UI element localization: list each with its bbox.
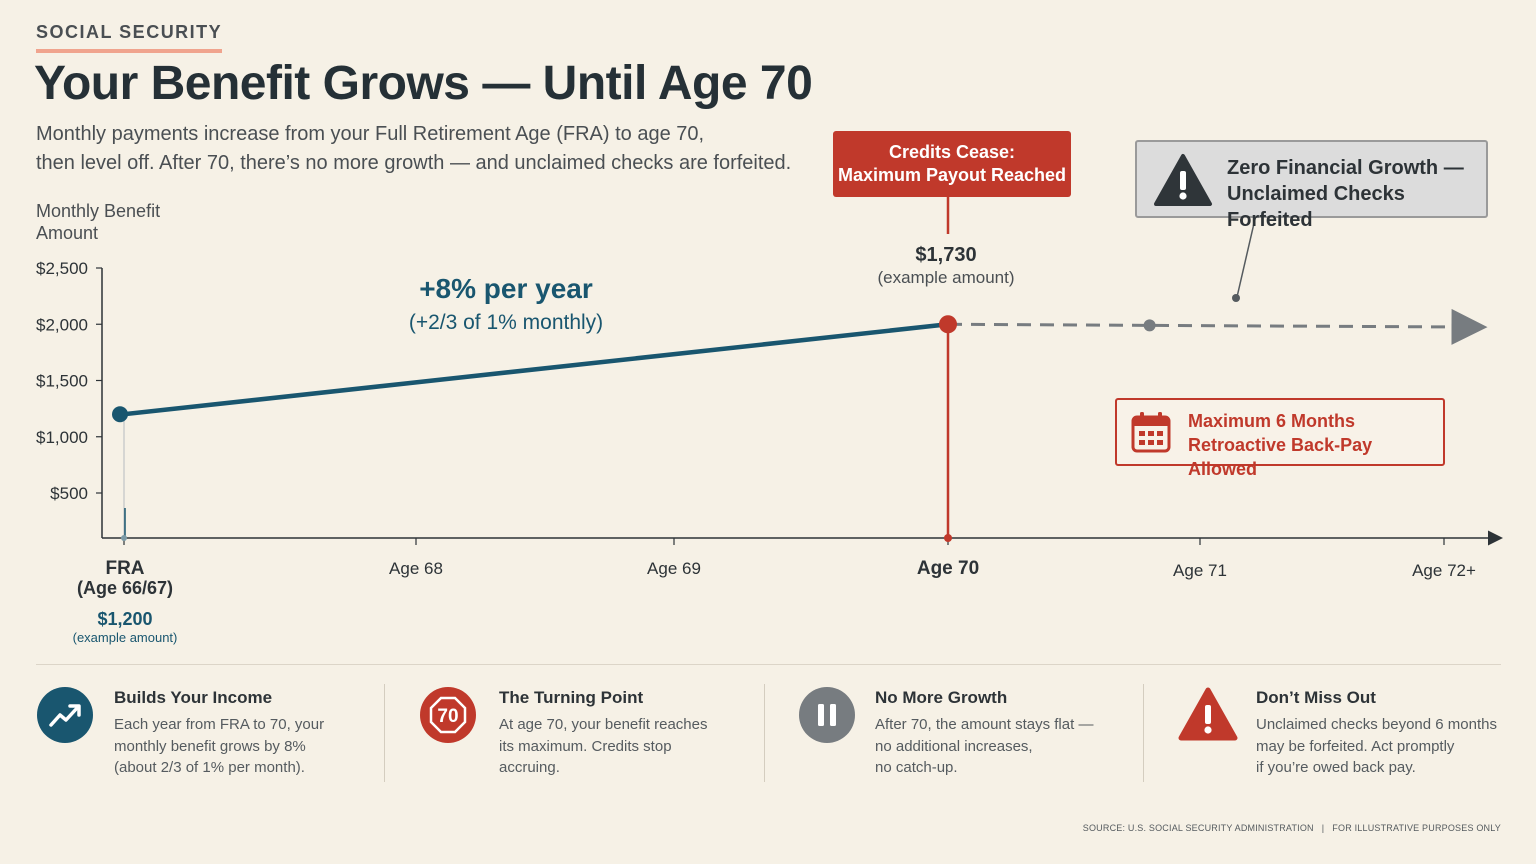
source-note: SOURCE: U.S. SOCIAL SECURITY ADMINISTRAT…: [1083, 823, 1501, 833]
peak-point: [939, 315, 957, 334]
card-body: At age 70, your benefit reaches its maxi…: [499, 714, 707, 779]
x-tick-sublabel: (Age 66/67): [77, 578, 173, 598]
zero-growth-callout: Zero Financial Growth — Unclaimed Checks…: [1135, 140, 1488, 231]
card-builds-income: Builds Your Income Each year from FRA to…: [36, 684, 376, 784]
card-body-line: After 70, the amount stays flat —: [875, 716, 1094, 733]
card-body-line: Unclaimed checks beyond 6 months: [1256, 716, 1497, 733]
pause-icon: [799, 687, 855, 743]
backpay-line-1: Maximum 6 Months: [1188, 411, 1356, 431]
y-tick-label: $1,500: [36, 372, 88, 391]
x-tick-label: Age 68: [389, 559, 443, 578]
page-title: Your Benefit Grows — Until Age 70: [34, 57, 813, 110]
source-separator: |: [1321, 823, 1325, 833]
age-70-axis-dot: [944, 534, 952, 542]
y-tick-label: $2,000: [36, 315, 88, 334]
y-tick-label: $2,500: [36, 259, 88, 278]
card-no-more-growth: No More Growth After 70, the amount stay…: [798, 684, 1138, 784]
card-title: Builds Your Income: [114, 688, 273, 707]
source-text: SOURCE: U.S. SOCIAL SECURITY ADMINISTRAT…: [1082, 823, 1314, 833]
card-body: Each year from FRA to 70, your monthly b…: [114, 714, 324, 779]
card-title: Don’t Miss Out: [1256, 688, 1376, 707]
start-value-label: $1,200: [97, 609, 152, 629]
card-body-line: monthly benefit grows by 8%: [114, 737, 306, 755]
x-tick-label: FRA: [105, 558, 144, 579]
start-value-note: (example amount): [73, 630, 178, 645]
warning-icon: [1178, 687, 1238, 741]
calendar-icon: [1131, 412, 1171, 453]
trend-up-icon: [37, 687, 93, 743]
y-tick-label: $1,000: [36, 428, 88, 447]
credits-cease-callout: Credits Cease: Maximum Payout Reached: [833, 131, 1071, 197]
x-tick-label: Age 69: [647, 559, 701, 578]
warning-icon: [1154, 154, 1212, 206]
benefit-chart: $2,500 $2,000 $1,500 $1,000 $500 FRA(Age 66/6…: [36, 197, 1503, 645]
subtitle-line-2: then level off. After 70, there’s no mor…: [36, 152, 792, 174]
card-separator: [384, 684, 385, 782]
card-body-line: Each year from FRA to 70, your: [114, 716, 325, 733]
chart-axes: [96, 267, 1503, 546]
eyebrow-label: SOCIAL SECURITY: [36, 22, 223, 53]
x-tick-label: Age 72+: [1412, 561, 1476, 580]
x-tick-label: Age 71: [1173, 561, 1227, 580]
x-tick-label: Age 70: [917, 558, 979, 579]
zero-growth-pointer-dot: [1232, 294, 1240, 302]
stop-70-badge: 70: [437, 706, 458, 727]
peak-value-label: $1,730: [915, 244, 976, 266]
backpay-callout: Maximum 6 Months Retroactive Back-Pay Al…: [1115, 398, 1445, 479]
chart-marks: [112, 197, 1488, 542]
y-axis-title-line-2: Amount: [36, 223, 99, 243]
card-body-line: its maximum. Credits stop: [499, 737, 672, 755]
subtitle-line-1: Monthly payments increase from your Full…: [36, 123, 705, 145]
card-body-line: if you’re owed back pay.: [1256, 759, 1416, 776]
card-body-line: no additional increases,: [875, 737, 1033, 755]
card-body-line: At age 70, your benefit reaches: [499, 716, 708, 733]
y-axis-title-line-1: Monthly Benefit: [36, 201, 161, 221]
chart-labels: $2,500 $2,000 $1,500 $1,000 $500 FRA(Age 66/6…: [36, 244, 1476, 645]
illustrative-note: FOR ILLUSTRATIVE PURPOSES ONLY: [1332, 823, 1501, 833]
backpay-line-2: Retroactive Back-Pay Allowed: [1188, 435, 1373, 479]
card-body: Unclaimed checks beyond 6 months may be …: [1256, 714, 1497, 779]
growth-rate-label: +8% per year: [419, 273, 593, 304]
card-body-line: accruing.: [499, 759, 560, 776]
page-subtitle: Monthly payments increase from your Full…: [36, 120, 836, 178]
card-body-line: (about 2/3 of 1% per month).: [114, 759, 305, 776]
section-divider: [36, 664, 1501, 665]
peak-value-note: (example amount): [877, 268, 1014, 287]
credits-cease-line-1: Credits Cease:: [888, 142, 1016, 162]
card-body: After 70, the amount stays flat — no add…: [875, 714, 1093, 779]
flat-series-line: [947, 308, 1488, 345]
start-point: [112, 406, 128, 423]
credits-cease-line-2: Maximum Payout Reached: [837, 165, 1067, 185]
stop-70-icon: 70: [420, 687, 476, 743]
card-turning-point: 70 The Turning Point At age 70, your ben…: [419, 684, 759, 784]
zero-growth-line-1: Zero Financial Growth —: [1227, 157, 1464, 179]
card-body-line: may be forfeited. Act promptly: [1256, 737, 1455, 755]
card-title: No More Growth: [875, 688, 1008, 707]
y-axis-title: Monthly Benefit Amount: [36, 200, 160, 244]
growth-rate-sublabel: (+2/3 of 1% monthly): [409, 311, 603, 334]
card-dont-miss-out: Don’t Miss Out Unclaimed checks beyond 6…: [1178, 684, 1508, 784]
fra-axis-dot: [121, 535, 127, 541]
card-separator: [1143, 684, 1144, 782]
growth-series-line: [121, 322, 951, 417]
flat-midpoint: [1143, 319, 1156, 332]
card-body-line: no catch-up.: [875, 759, 958, 776]
zero-growth-line-2: Unclaimed Checks Forfeited: [1227, 183, 1405, 231]
zero-growth-pointer: [1236, 218, 1256, 298]
card-title: The Turning Point: [499, 688, 644, 707]
y-tick-label: $500: [50, 484, 88, 503]
card-separator: [764, 684, 765, 782]
